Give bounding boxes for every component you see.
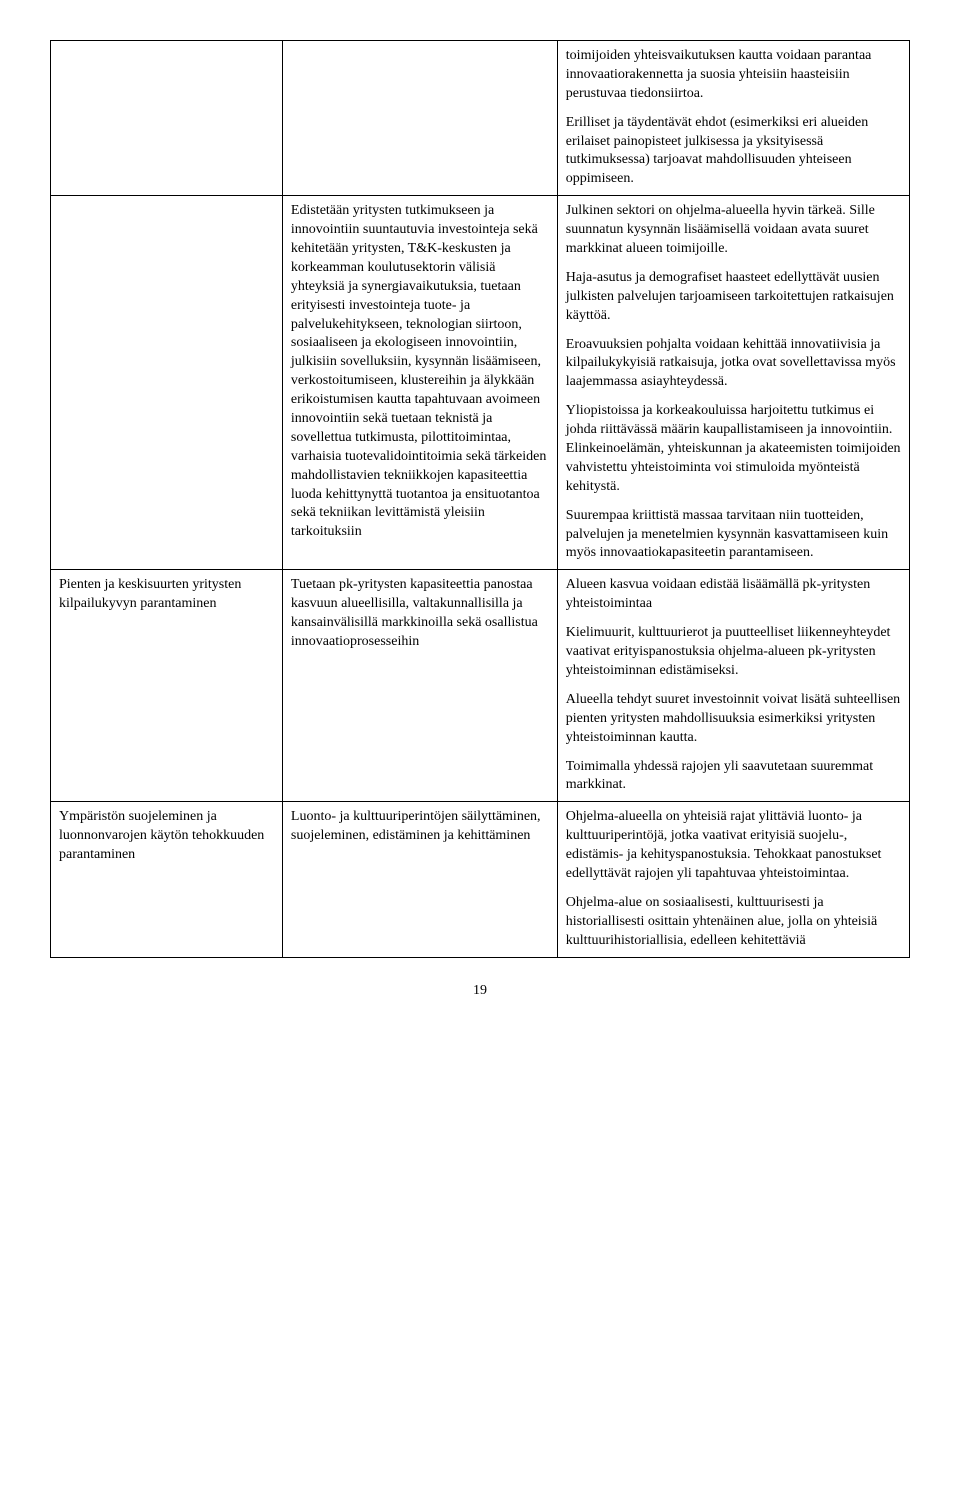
document-table: toimijoiden yhteisvaikutuksen kautta voi… bbox=[50, 40, 910, 958]
cell-paragraph: Haja-asutus ja demografiset haasteet ede… bbox=[566, 269, 901, 326]
cell-paragraph: Suurempaa kriittistä massaa tarvitaan ni… bbox=[566, 507, 901, 564]
cell-paragraph: Tuetaan pk-yritysten kapasiteettia panos… bbox=[291, 576, 549, 652]
cell-paragraph: Alueella tehdyt suuret investoinnit voiv… bbox=[566, 691, 901, 748]
cell-paragraph: Ohjelma-alueella on yhteisiä rajat ylitt… bbox=[566, 808, 901, 884]
cell-paragraph: Toimimalla yhdessä rajojen yli saavuteta… bbox=[566, 758, 901, 796]
cell-paragraph: Alueen kasvua voidaan edistää lisäämällä… bbox=[566, 576, 901, 614]
cell-paragraph: Luonto- ja kulttuuriperintöjen säilyttäm… bbox=[291, 808, 549, 846]
table-cell: toimijoiden yhteisvaikutuksen kautta voi… bbox=[557, 41, 909, 196]
cell-paragraph: Yliopistoissa ja korkeakouluissa harjoit… bbox=[566, 402, 901, 496]
cell-paragraph: Erilliset ja täydentävät ehdot (esimerki… bbox=[566, 114, 901, 190]
table-cell: Luonto- ja kulttuuriperintöjen säilyttäm… bbox=[282, 802, 557, 957]
table-cell: Edistetään yritysten tutkimukseen ja inn… bbox=[282, 196, 557, 570]
table-cell bbox=[282, 41, 557, 196]
cell-paragraph: Eroavuuksien pohjalta voidaan kehittää i… bbox=[566, 336, 901, 393]
cell-paragraph: Edistetään yritysten tutkimukseen ja inn… bbox=[291, 202, 549, 542]
table-cell: Ohjelma-alueella on yhteisiä rajat ylitt… bbox=[557, 802, 909, 957]
table-cell: Julkinen sektori on ohjelma-alueella hyv… bbox=[557, 196, 909, 570]
table-row: Pienten ja keskisuurten yritysten kilpai… bbox=[51, 570, 910, 802]
table-cell bbox=[51, 196, 283, 570]
table-row: Edistetään yritysten tutkimukseen ja inn… bbox=[51, 196, 910, 570]
cell-paragraph: toimijoiden yhteisvaikutuksen kautta voi… bbox=[566, 47, 901, 104]
cell-paragraph: Julkinen sektori on ohjelma-alueella hyv… bbox=[566, 202, 901, 259]
cell-paragraph: Kielimuurit, kulttuurierot ja puutteelli… bbox=[566, 624, 901, 681]
table-cell bbox=[51, 41, 283, 196]
cell-paragraph: Ohjelma-alue on sosiaalisesti, kulttuuri… bbox=[566, 894, 901, 951]
table-cell: Tuetaan pk-yritysten kapasiteettia panos… bbox=[282, 570, 557, 802]
cell-paragraph: Pienten ja keskisuurten yritysten kilpai… bbox=[59, 576, 274, 614]
table-cell: Pienten ja keskisuurten yritysten kilpai… bbox=[51, 570, 283, 802]
table-row: Ympäristön suojeleminen ja luonnonvaroje… bbox=[51, 802, 910, 957]
table-cell: Alueen kasvua voidaan edistää lisäämällä… bbox=[557, 570, 909, 802]
table-row: toimijoiden yhteisvaikutuksen kautta voi… bbox=[51, 41, 910, 196]
table-cell: Ympäristön suojeleminen ja luonnonvaroje… bbox=[51, 802, 283, 957]
cell-paragraph: Ympäristön suojeleminen ja luonnonvaroje… bbox=[59, 808, 274, 865]
page-number: 19 bbox=[50, 982, 910, 1001]
